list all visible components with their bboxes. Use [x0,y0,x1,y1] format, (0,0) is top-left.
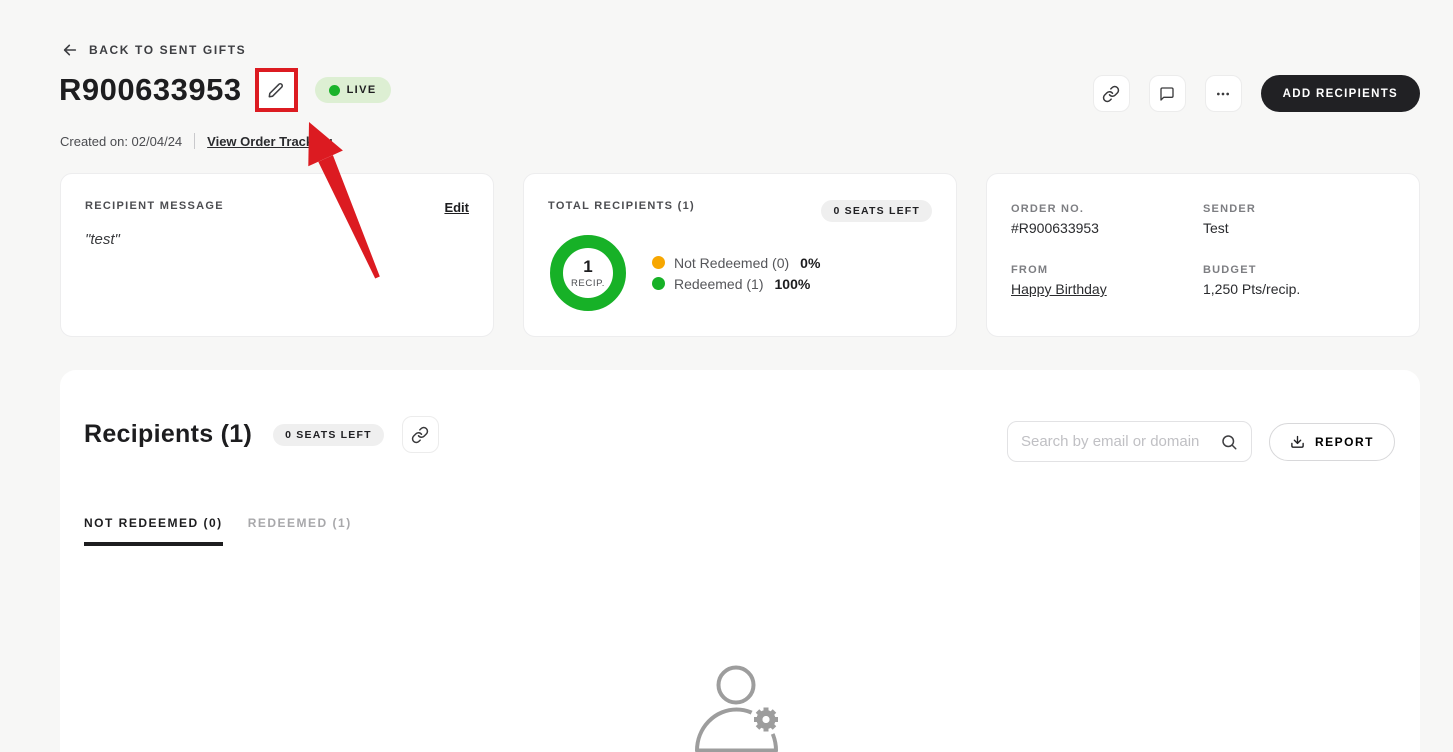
tab-not-redeemed[interactable]: NOT REDEEMED (0) [84,516,223,546]
donut-unit: RECIP. [570,277,606,289]
seats-left-badge: 0 SEATS LEFT [273,423,384,446]
status-badge: LIVE [314,77,391,103]
donut-legend: Not Redeemed (0) 0% Redeemed (1) 100% [652,255,820,292]
seats-left-badge: 0 SEATS LEFT [821,200,932,222]
live-dot-icon [328,84,340,96]
created-row: Created on: 02/04/24 View Order Tracking [60,133,333,149]
share-link-button[interactable] [401,416,439,453]
comment-button[interactable] [1148,75,1186,112]
search-input[interactable] [1020,433,1212,450]
order-field-sender: SENDER Test [1203,203,1257,236]
header-actions: ADD RECIPIENTS [1092,75,1420,112]
edit-message-link[interactable]: Edit [444,200,469,215]
legend-label: Redeemed (1) [674,275,764,292]
divider [194,133,196,149]
back-label: BACK TO SENT GIFTS [89,43,247,57]
legend-row-not-redeemed: Not Redeemed (0) 0% [652,255,820,271]
report-label: REPORT [1314,434,1374,449]
legend-pct: 100% [774,275,811,292]
tab-redeemed[interactable]: REDEEMED (1) [247,516,352,530]
arrow-left-icon [63,44,77,56]
person-gear-icon [695,665,782,752]
recipient-message-label: RECIPIENT MESSAGE [85,200,224,212]
recipients-donut-ring: 1 RECIP. [550,235,626,311]
recipient-message-card: RECIPIENT MESSAGE Edit "test" [60,173,494,337]
title-row: R900633953 LIVE [59,68,391,112]
view-order-tracking-link[interactable]: View Order Tracking [207,133,333,149]
total-recipients-card: TOTAL RECIPIENTS (1) 0 SEATS LEFT 1 RECI… [523,173,957,337]
search-icon[interactable] [1220,433,1238,451]
gear-icon [750,703,782,736]
download-icon [1291,435,1304,448]
summary-cards: RECIPIENT MESSAGE Edit "test" TOTAL RECI… [60,173,1420,337]
comment-icon [1160,86,1174,101]
recipients-tabs: NOT REDEEMED (0) REDEEMED (1) [84,516,352,546]
annotation-highlight-box [254,68,298,112]
report-button[interactable]: REPORT [1268,422,1395,461]
created-date: Created on: 02/04/24 [60,133,183,149]
recipients-title: Recipients (1) [84,420,253,448]
link-icon [411,426,429,443]
ellipsis-icon [1217,92,1230,95]
pencil-icon [268,83,284,98]
legend-pct: 0% [800,254,821,271]
total-recipients-label: TOTAL RECIPIENTS (1) [548,200,696,212]
order-field-order-no: ORDER NO. #R900633953 [1011,203,1099,236]
donut-value: 1 [583,256,593,276]
link-icon [1102,85,1120,102]
add-recipients-button[interactable]: ADD RECIPIENTS [1260,75,1420,112]
more-options-button[interactable] [1204,75,1242,112]
legend-label: Not Redeemed (0) [674,254,790,271]
from-campaign-link[interactable]: Happy Birthday [1011,281,1107,297]
status-label: LIVE [346,84,377,96]
page-title: R900633953 [59,72,242,107]
order-field-budget: BUDGET 1,250 Pts/recip. [1203,264,1301,297]
order-field-from: FROM Happy Birthday [1011,264,1203,297]
recipient-message-text: "test" [85,231,120,248]
copy-link-button[interactable] [1092,75,1130,112]
legend-row-redeemed: Redeemed (1) 100% [652,276,820,292]
redeemed-dot-icon [652,277,665,290]
edit-title-button[interactable] [266,80,286,100]
not-redeemed-dot-icon [652,256,665,269]
recipients-panel: Recipients (1) 0 SEATS LEFT REPORT NOT R… [60,370,1420,752]
search-box [1006,421,1252,462]
back-to-sent-gifts-link[interactable]: BACK TO SENT GIFTS [62,42,246,58]
order-details-card: ORDER NO. #R900633953 SENDER Test FROM H… [986,173,1420,337]
